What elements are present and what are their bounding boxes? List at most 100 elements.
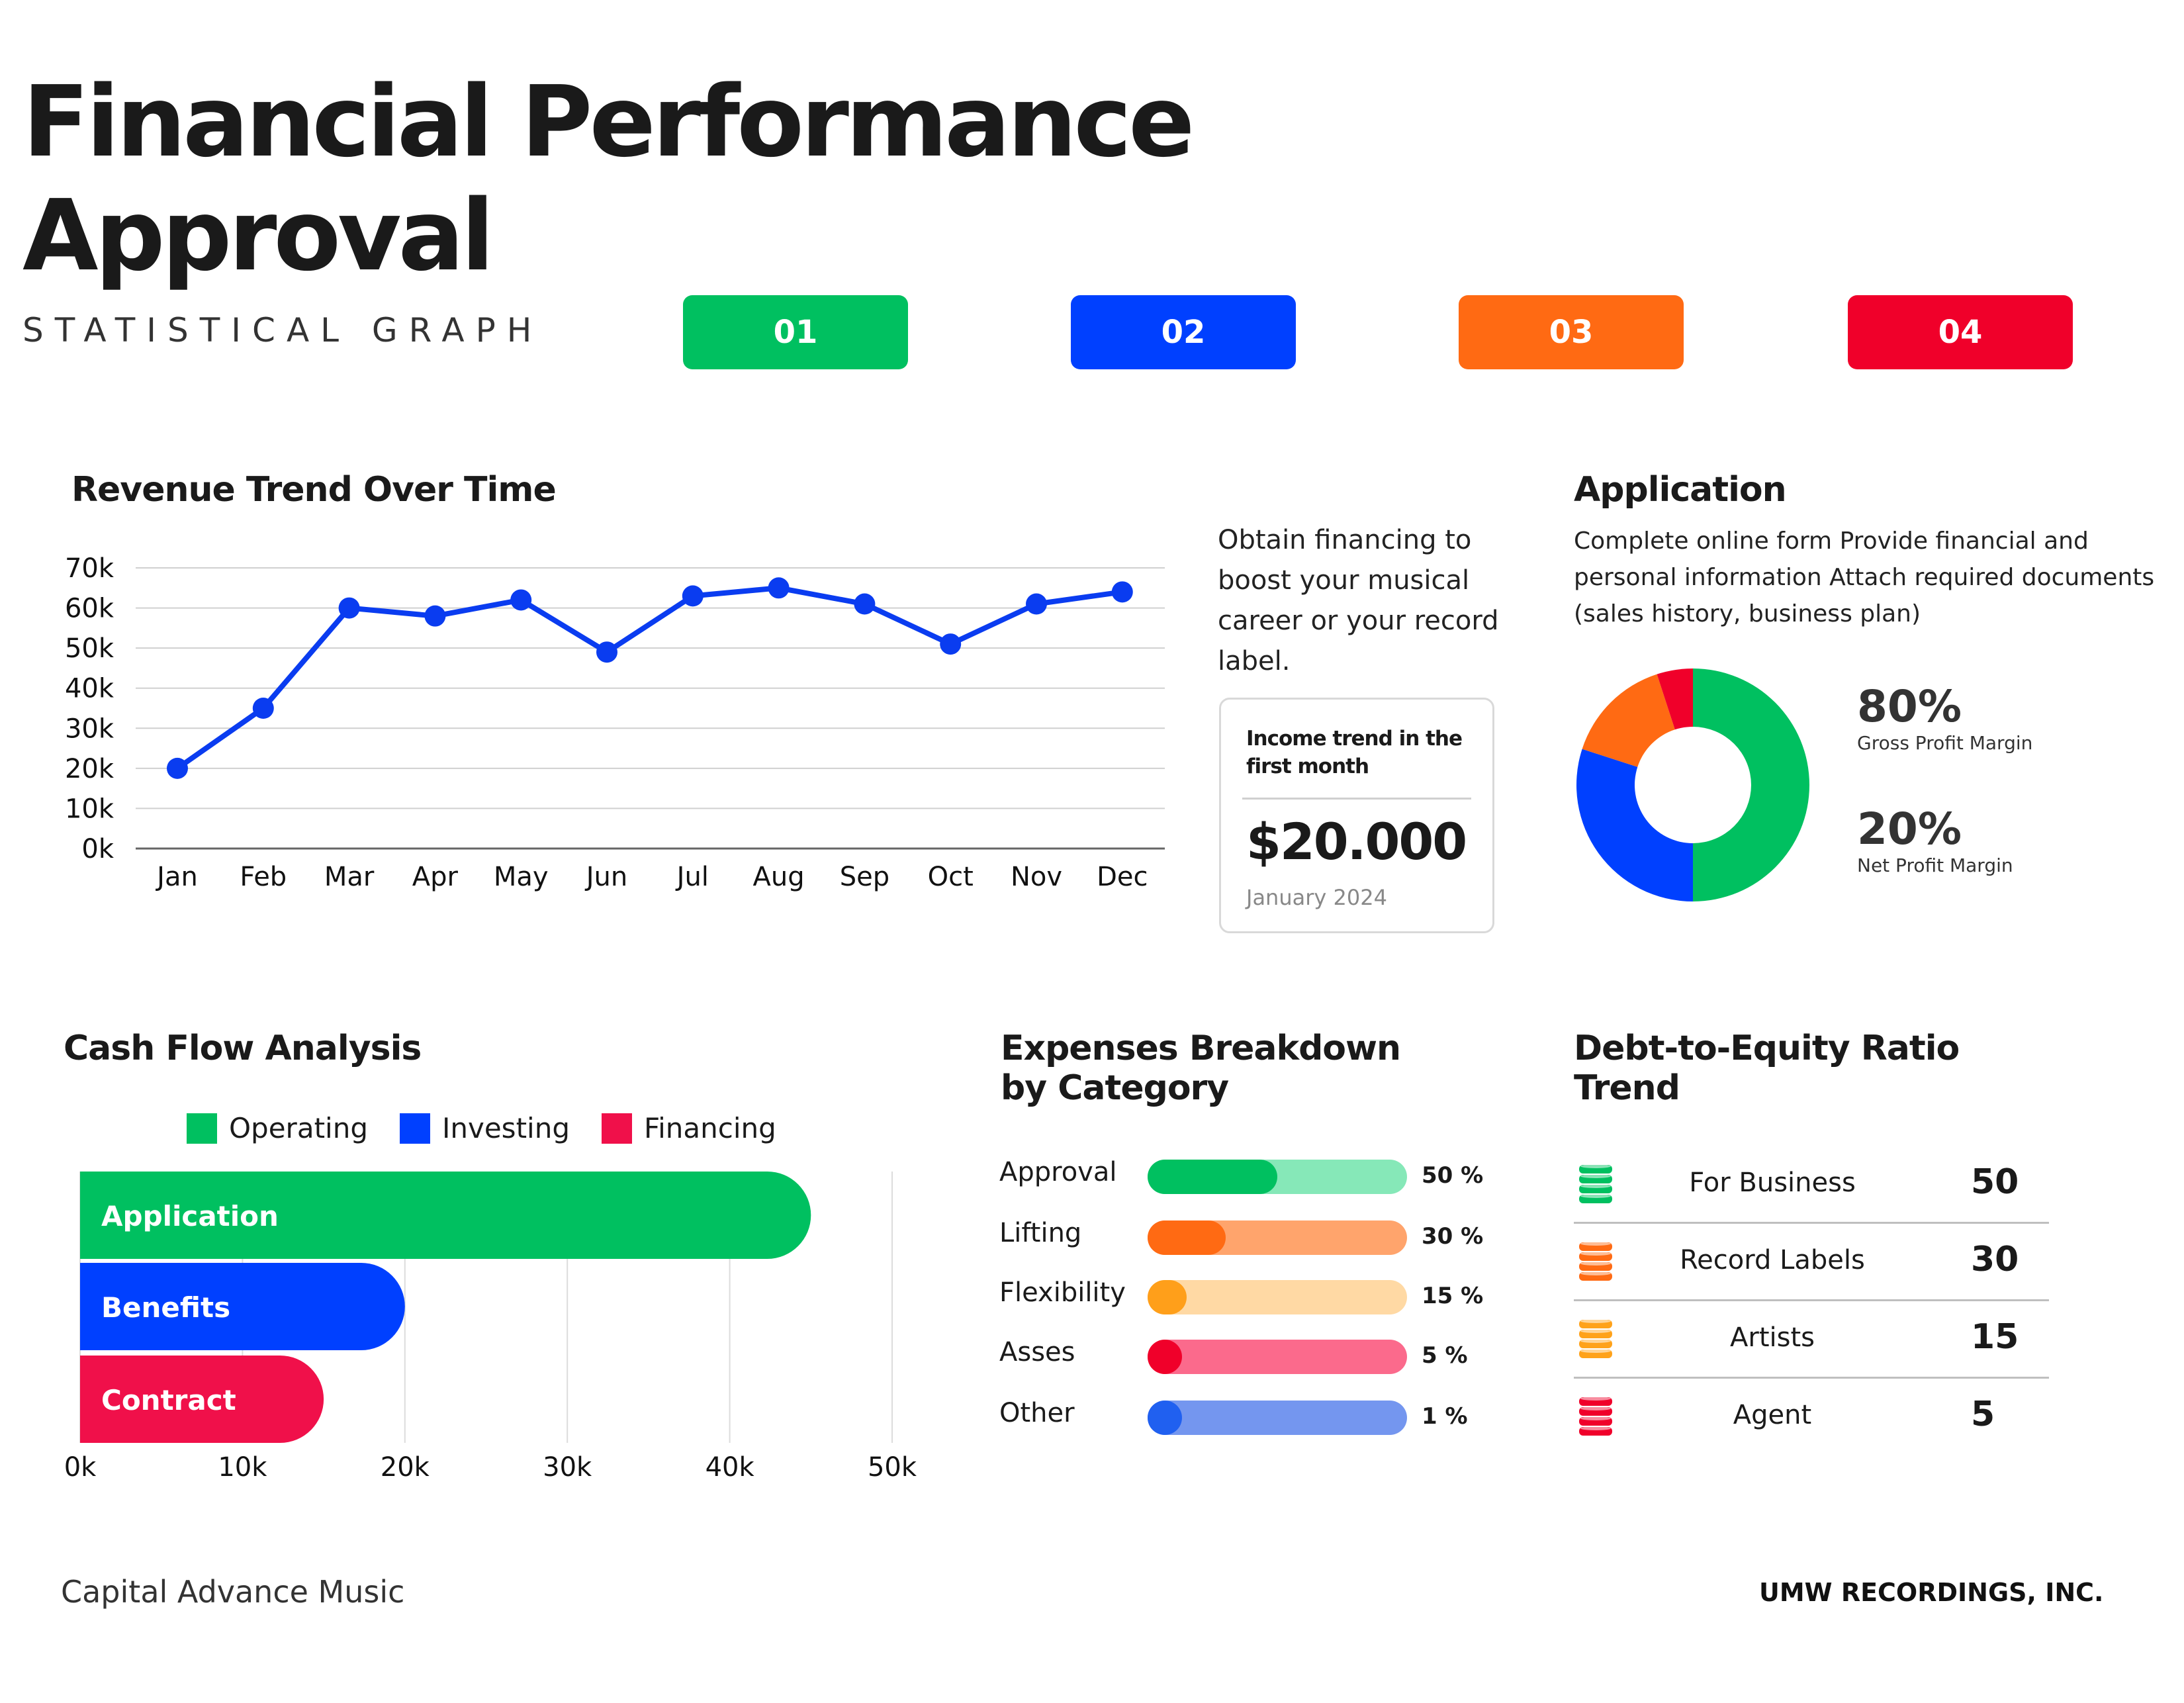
- cashflow-title: Cash Flow Analysis: [64, 1029, 422, 1068]
- revenue-side-text: Obtain financing to boost your musical c…: [1218, 525, 1499, 676]
- cashflow-bar-label: Contract: [101, 1384, 236, 1416]
- expense-bar-track: [1148, 1160, 1407, 1194]
- cashflow-x-tick: 40k: [705, 1452, 755, 1483]
- legend-item-operating: Operating: [187, 1112, 368, 1144]
- income-card-heading: Income trend in the first month: [1246, 727, 1463, 778]
- legend-label: Investing: [441, 1112, 570, 1144]
- revenue-y-tick: 50k: [65, 633, 114, 664]
- title-line-1: Financial Performance: [23, 65, 1195, 179]
- net-profit-value: 20%: [1857, 804, 1962, 854]
- expense-bar-track: [1148, 1280, 1407, 1314]
- page-title: Financial Performance Approval: [23, 65, 1195, 293]
- net-profit-stat: 20% Net Profit Margin: [1857, 804, 2013, 877]
- revenue-y-tick: 70k: [65, 553, 114, 584]
- revenue-point-may: [510, 589, 532, 611]
- title-line-2: Approval: [23, 179, 494, 293]
- revenue-point-feb: [252, 698, 274, 719]
- cashflow-bar-chart: Application Benefits Contract 0k 10k 20k 30k 4…: [64, 1172, 917, 1483]
- expense-bar-track: [1148, 1340, 1407, 1374]
- revenue-x-tick: Jul: [675, 862, 709, 892]
- cashflow-x-tick: 10k: [218, 1452, 267, 1483]
- expense-bar-track: [1148, 1220, 1407, 1255]
- debt-row-label: Agent: [1733, 1400, 1812, 1430]
- income-card-date: January 2024: [1246, 885, 1387, 910]
- cashflow-bar-label: Benefits: [101, 1291, 230, 1324]
- cashflow-bar-contract: [80, 1356, 324, 1443]
- expense-bar-track: [1148, 1401, 1407, 1435]
- legend-label: Financing: [643, 1112, 776, 1144]
- revenue-y-tick: 10k: [65, 794, 114, 824]
- footer-left: Capital Advance Music: [61, 1574, 405, 1610]
- revenue-point-aug: [768, 577, 790, 599]
- legend-swatch: [187, 1113, 217, 1144]
- cashflow-bar-benefits: [80, 1263, 405, 1350]
- debt-row: For Business 50: [1574, 1146, 2049, 1224]
- revenue-point-oct: [940, 633, 962, 655]
- profit-donut-chart: [1576, 668, 1809, 901]
- revenue-point-nov: [1026, 593, 1047, 615]
- footer-right: UMW RECORDINGS, INC.: [1759, 1578, 2104, 1607]
- database-icon: [1579, 1397, 1612, 1436]
- debt-title: Debt-to-Equity Ratio Trend: [1574, 1029, 1960, 1108]
- revenue-x-tick: Sep: [840, 862, 889, 892]
- expense-bar-fill: [1148, 1401, 1182, 1435]
- expense-percent: 15 %: [1422, 1283, 1484, 1309]
- legend-swatch: [601, 1113, 632, 1144]
- expense-label: Other: [999, 1398, 1075, 1428]
- revenue-point-jun: [596, 641, 617, 663]
- debt-row-value: 5: [1971, 1395, 1995, 1434]
- expense-label: Lifting: [999, 1218, 1082, 1248]
- database-icon: [1579, 1319, 1612, 1358]
- database-icon: [1579, 1242, 1612, 1281]
- gross-profit-label: Gross Profit Margin: [1857, 732, 2033, 754]
- expense-percent: 1 %: [1422, 1403, 1468, 1430]
- income-card: Income trend in the first month $20.000 …: [1219, 698, 1494, 933]
- income-card-divider: [1242, 798, 1471, 800]
- expenses-title: Expenses Breakdown by Category: [1001, 1029, 1401, 1108]
- donut-slice-2: [1576, 749, 1693, 901]
- revenue-point-sep: [854, 593, 876, 615]
- tag-1: 01: [683, 295, 908, 369]
- debt-row-value: 15: [1971, 1317, 2019, 1357]
- debt-row: Record Labels 30: [1574, 1224, 2049, 1301]
- revenue-x-tick: Nov: [1011, 862, 1062, 892]
- tag-4: 04: [1848, 295, 2073, 369]
- donut-slice-1: [1693, 668, 1809, 901]
- revenue-x-tick: Jan: [155, 862, 198, 892]
- expense-percent: 30 %: [1422, 1223, 1484, 1250]
- net-profit-label: Net Profit Margin: [1857, 854, 2013, 876]
- revenue-y-tick: 20k: [65, 754, 114, 784]
- debt-row: Agent 5: [1574, 1379, 2049, 1454]
- revenue-y-tick: 60k: [65, 594, 114, 624]
- revenue-line-chart: 0k 10k 20k 30k 40k 50k 60k 70k Jan Feb Mar Apr May Ju…: [65, 553, 1165, 892]
- donut-slice-4: [1657, 668, 1693, 730]
- legend-item-investing: Investing: [399, 1112, 570, 1144]
- revenue-point-jul: [682, 585, 704, 607]
- debt-row-value: 50: [1971, 1162, 2019, 1202]
- tag-2: 02: [1071, 295, 1296, 369]
- cashflow-bar-label: Application: [101, 1200, 279, 1232]
- page-subtitle: STATISTICAL GRAPH: [23, 311, 543, 349]
- debt-row-value: 30: [1971, 1240, 2019, 1279]
- cashflow-x-tick: 30k: [543, 1452, 592, 1483]
- expense-percent: 5 %: [1422, 1342, 1468, 1369]
- cashflow-x-tick: 50k: [868, 1452, 917, 1483]
- legend-label: Operating: [229, 1112, 368, 1144]
- revenue-x-tick: Dec: [1097, 862, 1148, 892]
- legend-swatch: [399, 1113, 430, 1144]
- revenue-x-tick: Mar: [324, 862, 375, 892]
- cashflow-legend: Operating Investing Financing: [187, 1112, 808, 1146]
- expense-label: Approval: [999, 1157, 1117, 1187]
- gross-profit-value: 80%: [1857, 681, 1962, 732]
- database-icon: [1579, 1164, 1612, 1203]
- expense-bar-fill: [1148, 1160, 1277, 1194]
- revenue-point-mar: [338, 597, 360, 619]
- revenue-x-tick: Jun: [584, 862, 628, 892]
- donut-slice-3: [1582, 674, 1675, 767]
- expense-bar-fill: [1148, 1280, 1187, 1314]
- revenue-title: Revenue Trend Over Time: [71, 470, 557, 510]
- application-title: Application: [1574, 470, 1787, 510]
- revenue-x-tick: Oct: [928, 862, 974, 892]
- expense-bar-fill: [1148, 1220, 1226, 1255]
- debt-row-label: For Business: [1689, 1168, 1856, 1198]
